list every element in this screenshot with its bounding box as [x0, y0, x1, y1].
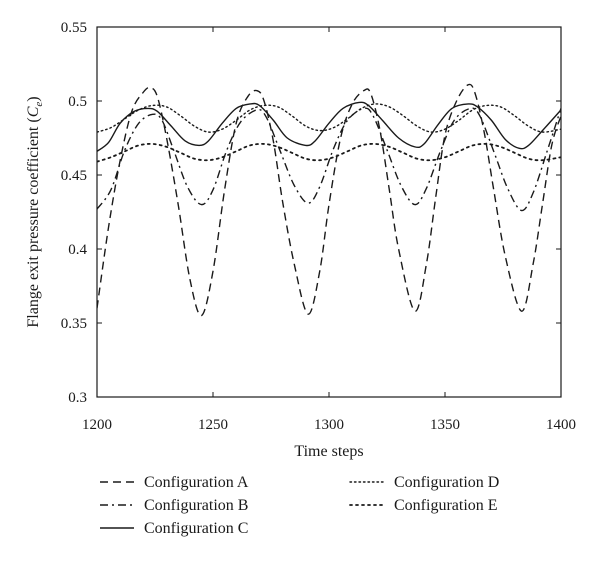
x-tick-label: 1300: [314, 417, 344, 433]
y-axis-label-main: Flange exit pressure coefficient (: [25, 117, 42, 327]
legend-label: Configuration B: [144, 497, 248, 514]
y-axis: 0.3 0.35 0.4 0.45 0.5 0.55: [61, 20, 561, 406]
series-line-configuration-b: [97, 107, 561, 212]
y-tick-label: 0.45: [61, 168, 87, 184]
series-layer: [97, 83, 561, 317]
y-axis-label: Flange exit pressure coefficient (Ce): [25, 96, 45, 327]
legend-label: Configuration D: [394, 474, 499, 491]
y-axis-label-symbol: C: [25, 106, 42, 117]
y-tick-label: 0.35: [61, 316, 87, 332]
y-tick-label: 0.5: [68, 94, 87, 110]
x-tick-label: 1200: [82, 417, 112, 433]
x-tick-label: 1350: [430, 417, 460, 433]
series-line-configuration-e: [97, 142, 561, 163]
legend-label: Configuration A: [144, 474, 249, 491]
x-axis-label: Time steps: [294, 443, 363, 460]
series-line-configuration-d: [97, 103, 561, 133]
legend-label: Configuration E: [394, 497, 498, 514]
x-axis: 1200 1250 1300 1350 1400: [82, 27, 576, 433]
y-tick-label: 0.3: [68, 390, 87, 406]
y-axis-label-close: ): [25, 96, 42, 101]
legend-label: Configuration C: [144, 520, 248, 537]
y-axis-label-subscript: e: [33, 102, 45, 107]
y-tick-label: 0.55: [61, 20, 87, 36]
x-tick-label: 1400: [546, 417, 576, 433]
y-tick-label: 0.4: [68, 242, 87, 258]
x-tick-label: 1250: [198, 417, 228, 433]
legend: Configuration A Configuration B Configurat…: [100, 474, 499, 537]
